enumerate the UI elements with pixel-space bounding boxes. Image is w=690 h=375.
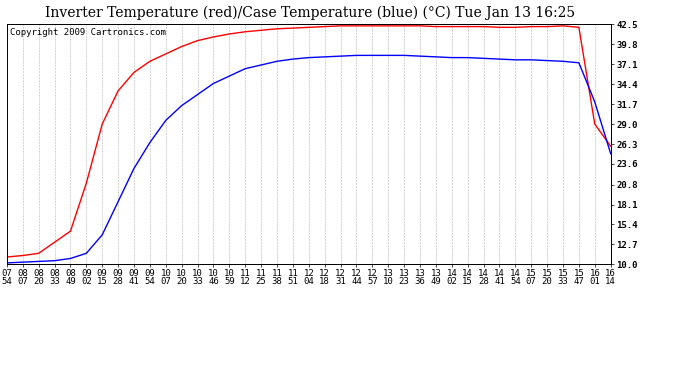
- Text: Inverter Temperature (red)/Case Temperature (blue) (°C) Tue Jan 13 16:25: Inverter Temperature (red)/Case Temperat…: [46, 6, 575, 20]
- Text: Copyright 2009 Cartronics.com: Copyright 2009 Cartronics.com: [10, 28, 166, 37]
